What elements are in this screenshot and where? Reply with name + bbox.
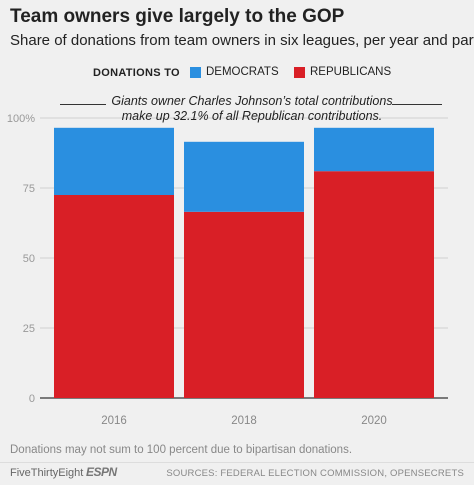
x-tick-label: 2020 (361, 415, 387, 427)
annotation: Giants owner Charles Johnson’s total con… (60, 94, 444, 124)
legend-label-republicans: REPUBLICANS (310, 66, 392, 78)
annotation-line-2: make up 32.1% of all Republican contribu… (121, 109, 383, 123)
y-tick-label: 75 (23, 183, 35, 195)
bar-democrats-2018 (184, 141, 304, 212)
legend: DONATIONS TO DEMOCRATS REPUBLICANS (0, 66, 474, 84)
x-tick-label: 2018 (231, 415, 257, 427)
footer-divider (0, 462, 474, 463)
footnote: Donations may not sum to 100 percent due… (10, 444, 353, 456)
annotation-line-1: Giants owner Charles Johnson’s total con… (111, 94, 393, 108)
chart-subtitle: Share of donations from team owners in s… (10, 32, 474, 49)
chart-title: Team owners give largely to the GOP (10, 6, 345, 27)
annotation-rule-right (392, 104, 442, 105)
bar-republicans-2018 (184, 211, 304, 398)
sources: SOURCES: FEDERAL ELECTION COMMISSION, OP… (166, 468, 464, 479)
x-tick-label: 2016 (101, 415, 127, 427)
annotation-rule-left (60, 104, 106, 105)
legend-title: DONATIONS TO (93, 67, 180, 79)
y-tick-label: 100% (7, 113, 35, 125)
bar-republicans-2020 (314, 171, 434, 398)
espn-logo: ESPN (86, 465, 117, 479)
y-tick-label: 25 (23, 323, 35, 335)
y-tick-label: 50 (23, 253, 35, 265)
legend-item-democrats: DEMOCRATS (190, 66, 279, 78)
bar-democrats-2016 (54, 127, 174, 195)
legend-swatch-republicans (294, 66, 305, 78)
legend-item-republicans: REPUBLICANS (294, 66, 391, 78)
bar-democrats-2020 (314, 127, 434, 172)
bar-republicans-2016 (54, 195, 174, 398)
legend-swatch-democrats (190, 66, 201, 78)
chart-canvas: 0 25 50 75 100% 2016 2018 2020 (7, 113, 448, 427)
legend-label-democrats: DEMOCRATS (206, 66, 279, 78)
y-tick-label: 0 (29, 393, 35, 405)
fivethirtyeight-logo: FiveThirtyEight (10, 467, 84, 479)
